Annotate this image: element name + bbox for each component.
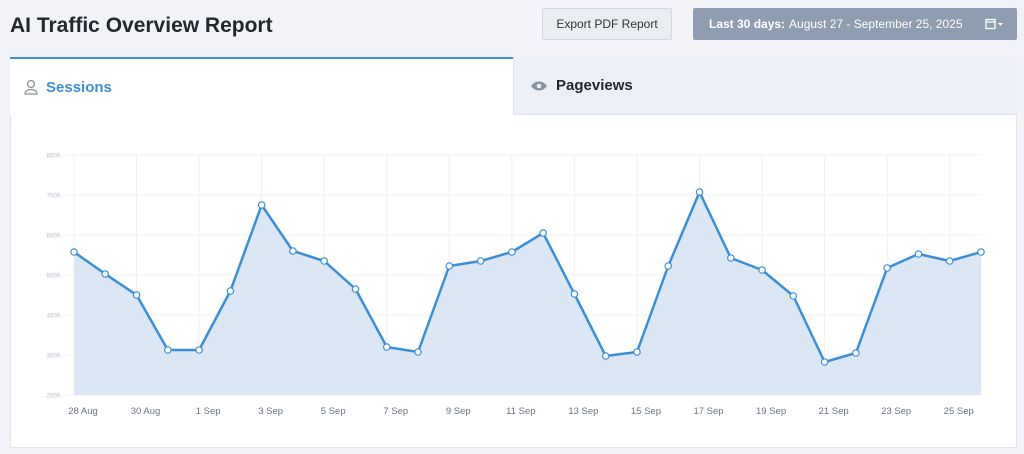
point	[226, 287, 235, 295]
y-tick-label: 3000	[47, 354, 61, 360]
y-tick-label: 7000	[47, 194, 61, 200]
date-range: August 27 - September 25, 2025	[789, 17, 963, 31]
point	[945, 257, 954, 265]
x-tick-label: 15 Sep	[631, 406, 661, 417]
point	[351, 285, 360, 293]
point	[883, 264, 891, 272]
line	[73, 190, 982, 364]
point	[445, 262, 454, 270]
point	[508, 248, 516, 256]
y-tick-label: 5000	[47, 274, 61, 280]
x-tick-label: 1 Sep	[196, 406, 221, 417]
point	[132, 291, 141, 299]
point	[382, 343, 391, 351]
date-picker[interactable]: Last 30 days: August 27 - September 25, …	[693, 8, 1017, 40]
sessions-tab[interactable]: Sessions	[10, 57, 513, 115]
x-tick-label: 9 Sep	[446, 406, 471, 417]
point	[289, 247, 297, 255]
x-tick-label: 17 Sep	[693, 406, 723, 417]
point	[570, 290, 579, 298]
point	[633, 348, 641, 356]
point	[414, 348, 422, 356]
point	[758, 266, 766, 274]
x-tick-label: 30 Aug	[131, 406, 161, 417]
point	[320, 257, 329, 265]
point	[695, 188, 704, 196]
point	[70, 248, 78, 256]
point	[164, 346, 172, 354]
x-tick-label: 25 Sep	[944, 406, 974, 417]
area	[74, 192, 981, 395]
y-tick-label: 6000	[47, 234, 61, 240]
point	[539, 229, 547, 237]
tab-label: Pageviews	[556, 77, 633, 94]
y-tick-label: 2000	[47, 394, 61, 400]
page-title: AI Traffic Overview Report	[10, 14, 273, 37]
point	[977, 248, 985, 256]
x-tick-label: 11 Sep	[506, 406, 535, 417]
x-tick-label: 19 Sep	[756, 406, 786, 417]
pageviews-tab[interactable]: Pageviews	[513, 57, 1017, 115]
export-button[interactable]: Export PDF Report	[542, 8, 672, 40]
point	[914, 250, 923, 258]
y-tick-label: 8000	[47, 154, 61, 160]
x-tick-label: 3 Sep	[258, 406, 283, 417]
tab-label: Sessions	[46, 78, 112, 96]
calendar-icon	[985, 18, 1003, 30]
point	[852, 349, 860, 357]
point	[820, 358, 829, 366]
point	[476, 257, 485, 265]
y-tick-label: 4000	[47, 314, 61, 320]
date-label: Last 30 days:	[709, 17, 786, 31]
point	[726, 254, 735, 262]
point	[101, 270, 110, 278]
x-tick-label: 23 Sep	[881, 406, 911, 417]
x-tick-label: 7 Sep	[383, 406, 408, 417]
x-tick-label: 13 Sep	[568, 406, 598, 417]
x-tick-label: 5 Sep	[321, 406, 346, 417]
user-icon	[24, 79, 38, 95]
x-tick-label: 28 Aug	[68, 406, 98, 417]
point	[195, 346, 203, 354]
point	[601, 352, 610, 360]
point	[789, 292, 798, 300]
point	[664, 262, 673, 270]
point	[257, 201, 266, 209]
eye-icon	[531, 81, 547, 90]
x-tick-label: 21 Sep	[819, 406, 849, 417]
